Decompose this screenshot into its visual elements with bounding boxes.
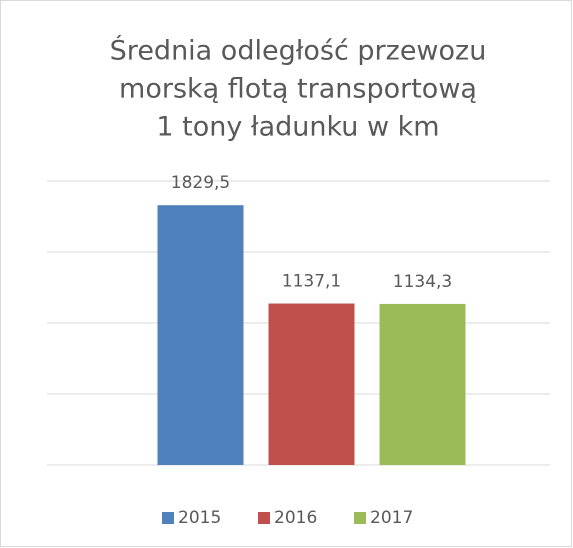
- legend-label: 2017: [370, 508, 413, 528]
- chart-title: Średnia odległość przewozu: [110, 35, 487, 67]
- bar: [268, 303, 355, 465]
- chart-title: 1 tony ładunku w km: [156, 112, 439, 143]
- legend-label: 2016: [274, 508, 317, 528]
- data-label: 1829,5: [171, 173, 230, 193]
- bar: [157, 205, 244, 465]
- legend-swatch: [258, 512, 270, 524]
- data-label: 1137,1: [282, 272, 341, 292]
- bar: [379, 303, 466, 465]
- data-label: 1134,3: [393, 272, 452, 292]
- legend-label: 2015: [178, 508, 221, 528]
- legend-swatch: [354, 512, 366, 524]
- chart-title: morską flotą transportową: [119, 74, 477, 105]
- legend-swatch: [162, 512, 174, 524]
